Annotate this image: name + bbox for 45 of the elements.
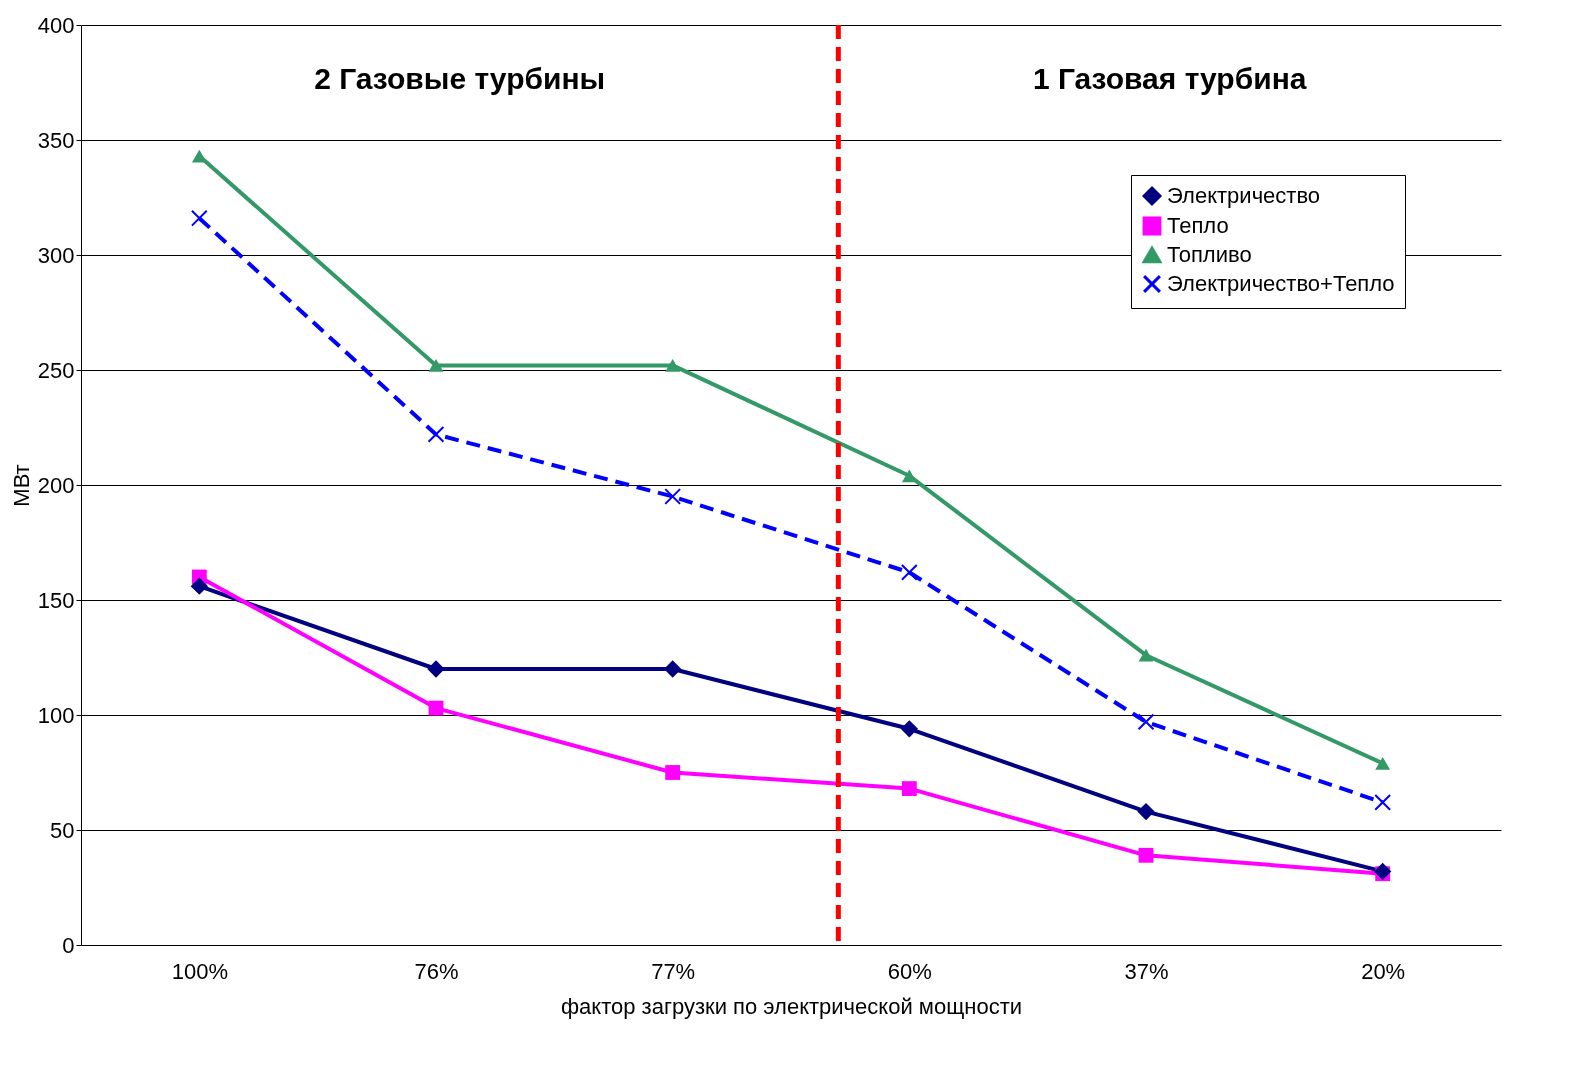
point — [900, 563, 918, 581]
point — [428, 358, 444, 372]
x-tick-label: 77% — [651, 958, 696, 984]
y-tick-label: 200 — [37, 472, 75, 498]
point — [428, 700, 444, 716]
x-tick-label: 100% — [171, 958, 228, 984]
point — [665, 358, 681, 372]
point — [1138, 847, 1154, 863]
point — [1137, 713, 1155, 731]
point — [190, 577, 208, 595]
point — [1138, 648, 1154, 662]
x-axis-title: фактор загрузки по электрической мощности — [560, 993, 1023, 1019]
point — [427, 660, 445, 678]
point — [900, 720, 918, 738]
point — [427, 425, 445, 443]
y-tick-label: 50 — [50, 817, 75, 843]
y-tick-label: 350 — [37, 127, 75, 153]
annotation: 2 Газовые турбины — [314, 62, 606, 95]
y-tick-label: 400 — [37, 12, 75, 38]
point — [1137, 802, 1155, 821]
x-tick-label: 76% — [414, 958, 459, 984]
y-tick-label: 300 — [37, 242, 75, 268]
legend-label: Электричество+Тепло — [1167, 271, 1395, 296]
legend-label: Топливо — [1167, 242, 1252, 267]
point — [1374, 862, 1392, 881]
x-tick-label: 20% — [1361, 958, 1406, 984]
x-tick-label: 60% — [887, 958, 932, 984]
y-axis-title: МВт — [8, 464, 34, 507]
point — [901, 469, 917, 483]
y-tick-label: 100 — [37, 702, 75, 728]
point — [1375, 756, 1391, 770]
legend-label: Тепло — [1167, 213, 1229, 238]
legend-label: Электричество — [1167, 183, 1321, 208]
y-tick-label: 250 — [37, 357, 75, 383]
point — [664, 488, 682, 505]
point — [190, 209, 208, 227]
x-tick-label: 37% — [1124, 958, 1169, 984]
y-tick-label: 150 — [37, 587, 75, 613]
y-tick-label: 0 — [62, 932, 75, 958]
annotation: 1 Газовая турбина — [1032, 62, 1307, 95]
point — [1374, 793, 1392, 811]
point — [901, 781, 917, 797]
point — [665, 765, 681, 780]
point — [191, 149, 207, 163]
point — [664, 660, 682, 678]
